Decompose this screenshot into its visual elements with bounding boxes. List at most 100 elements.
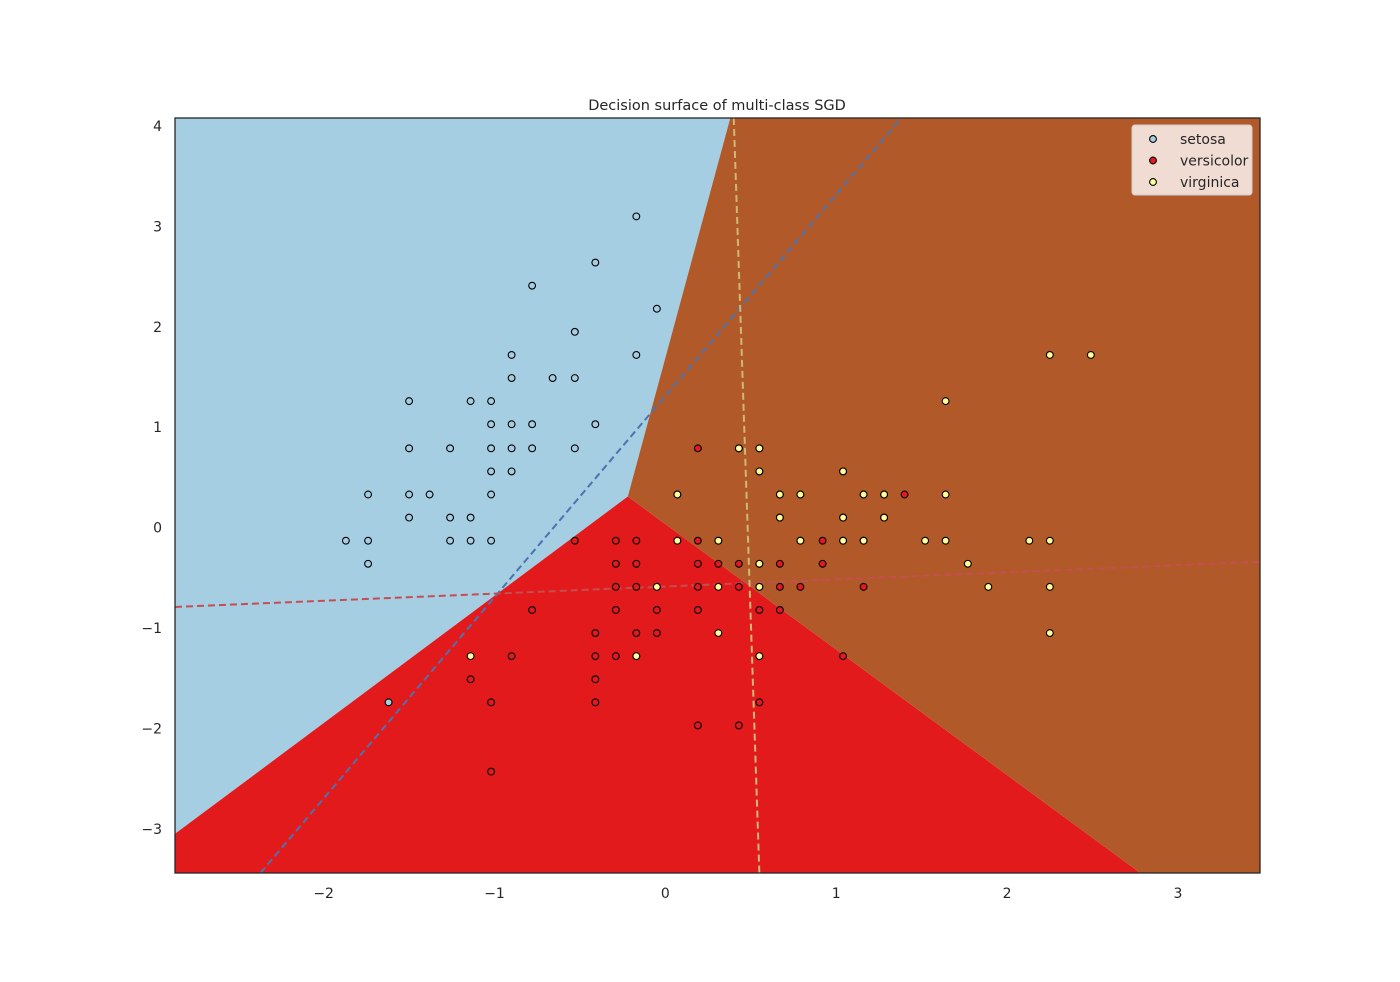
point-versicolor xyxy=(775,559,784,568)
point-virginica xyxy=(714,582,723,591)
point-versicolor xyxy=(570,536,579,545)
point-virginica xyxy=(755,559,764,568)
point-versicolor xyxy=(775,606,784,614)
legend-label-virginica: virginica xyxy=(1180,175,1240,191)
point-setosa xyxy=(652,304,661,313)
point-virginica xyxy=(941,397,950,406)
point-versicolor xyxy=(611,652,620,661)
point-virginica xyxy=(941,536,950,545)
point-setosa xyxy=(487,397,496,406)
chart-title: Decision surface of multi-class SGD xyxy=(588,98,846,114)
y-tick-label: 4 xyxy=(153,119,162,135)
point-virginica xyxy=(984,582,993,591)
hyperplane-virginica xyxy=(732,118,761,873)
point-versicolor xyxy=(591,629,600,637)
series-virginica xyxy=(466,350,1095,661)
point-versicolor xyxy=(714,559,723,568)
point-versicolor xyxy=(693,444,702,453)
point-versicolor xyxy=(652,606,661,614)
point-setosa xyxy=(570,374,579,382)
point-setosa xyxy=(364,536,373,545)
point-setosa xyxy=(364,490,373,499)
point-setosa xyxy=(446,513,455,522)
point-setosa xyxy=(466,536,475,545)
point-setosa xyxy=(466,513,475,522)
point-setosa xyxy=(487,420,496,429)
point-versicolor xyxy=(591,675,600,684)
point-virginica xyxy=(673,536,682,545)
point-setosa xyxy=(548,374,557,382)
y-tick-label: 2 xyxy=(153,320,162,336)
point-setosa xyxy=(570,327,579,336)
point-setosa xyxy=(425,490,434,499)
x-tick-label: −1 xyxy=(484,886,505,902)
point-setosa xyxy=(466,397,475,406)
y-tick-label: −2 xyxy=(141,721,162,737)
point-versicolor xyxy=(839,652,848,661)
point-virginica xyxy=(1045,629,1054,637)
point-virginica xyxy=(714,536,723,545)
point-versicolor xyxy=(487,698,496,707)
point-versicolor xyxy=(507,652,516,661)
point-virginica xyxy=(880,513,889,522)
point-virginica xyxy=(734,444,743,453)
legend-marker-versicolor xyxy=(1149,156,1157,165)
series-setosa xyxy=(341,212,661,707)
y-tick-label: −3 xyxy=(141,822,162,838)
point-versicolor xyxy=(632,629,641,637)
point-virginica xyxy=(921,536,930,545)
legend-box xyxy=(1131,124,1253,196)
point-setosa xyxy=(405,490,414,499)
point-setosa xyxy=(528,281,537,290)
point-versicolor xyxy=(796,582,805,591)
point-virginica xyxy=(714,629,723,637)
point-virginica xyxy=(859,490,868,499)
point-setosa xyxy=(487,444,496,453)
point-virginica xyxy=(775,490,784,499)
point-setosa xyxy=(446,536,455,545)
plot-frame xyxy=(174,117,1261,874)
point-setosa xyxy=(632,212,641,221)
legend-label-versicolor: versicolor xyxy=(1180,154,1249,170)
point-setosa xyxy=(591,258,600,267)
point-virginica xyxy=(755,444,764,453)
decision-regions xyxy=(175,118,1260,873)
point-versicolor xyxy=(528,606,537,614)
point-versicolor xyxy=(632,559,641,568)
point-setosa xyxy=(507,374,516,382)
x-tick-label: 1 xyxy=(832,886,841,902)
point-versicolor xyxy=(591,652,600,661)
point-setosa xyxy=(487,490,496,499)
point-versicolor xyxy=(693,606,702,614)
point-versicolor xyxy=(755,606,764,614)
point-versicolor xyxy=(900,490,909,499)
scatter-points xyxy=(341,212,1095,776)
point-versicolor xyxy=(693,536,702,545)
point-virginica xyxy=(755,652,764,661)
y-axis-ticks: −3 −2 −1 0 1 2 3 4 xyxy=(141,119,162,838)
region-versicolor xyxy=(175,496,1141,873)
point-versicolor xyxy=(693,559,702,568)
point-versicolor xyxy=(859,582,868,591)
point-setosa xyxy=(507,467,516,476)
point-virginica xyxy=(963,559,972,568)
point-versicolor xyxy=(818,559,827,568)
point-setosa xyxy=(405,513,414,522)
point-virginica xyxy=(796,490,805,499)
point-virginica xyxy=(839,536,848,545)
point-virginica xyxy=(839,513,848,522)
region-setosa xyxy=(175,118,731,834)
point-setosa xyxy=(570,444,579,453)
point-setosa xyxy=(446,444,455,453)
point-versicolor xyxy=(591,698,600,707)
point-virginica xyxy=(941,490,950,499)
point-virginica xyxy=(1086,350,1095,359)
point-setosa xyxy=(384,698,393,707)
point-virginica xyxy=(1025,536,1034,545)
point-versicolor xyxy=(632,582,641,591)
point-versicolor xyxy=(611,536,620,545)
point-setosa xyxy=(364,559,373,568)
point-virginica xyxy=(1045,582,1054,591)
point-versicolor xyxy=(611,559,620,568)
